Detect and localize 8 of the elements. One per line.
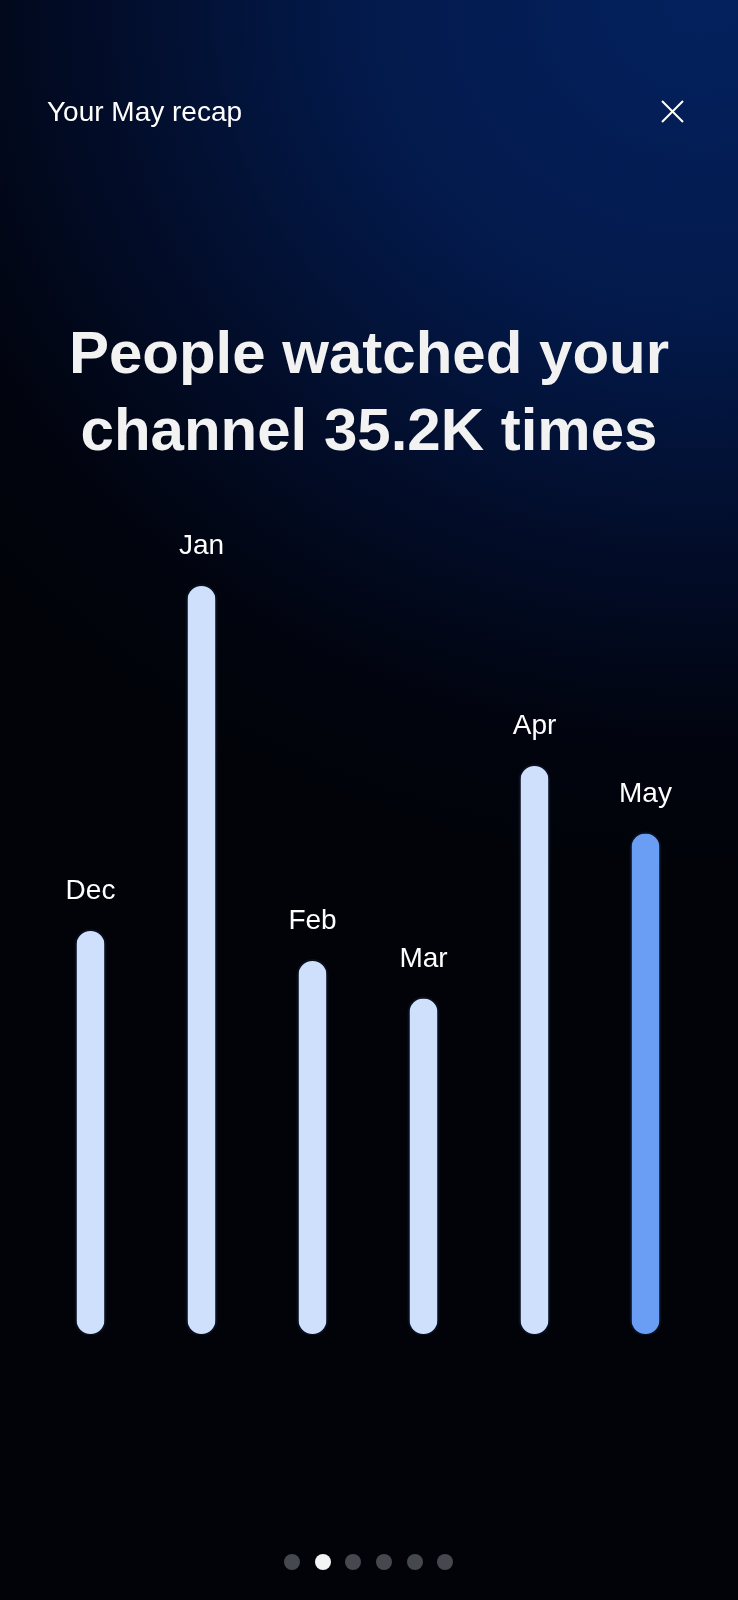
chart-subtitle: Your May recap <box>47 95 243 129</box>
x-tick-label: Feb <box>288 904 337 935</box>
x-tick-label: Jan <box>178 529 225 560</box>
x-tick-label: Mar <box>399 941 448 973</box>
x-tick-label: Apr <box>512 709 557 740</box>
x-tick-label: May <box>619 776 672 808</box>
chart-title: People watched your channel 35.2K times <box>67 318 671 465</box>
x-tick-label: Dec <box>65 874 116 905</box>
